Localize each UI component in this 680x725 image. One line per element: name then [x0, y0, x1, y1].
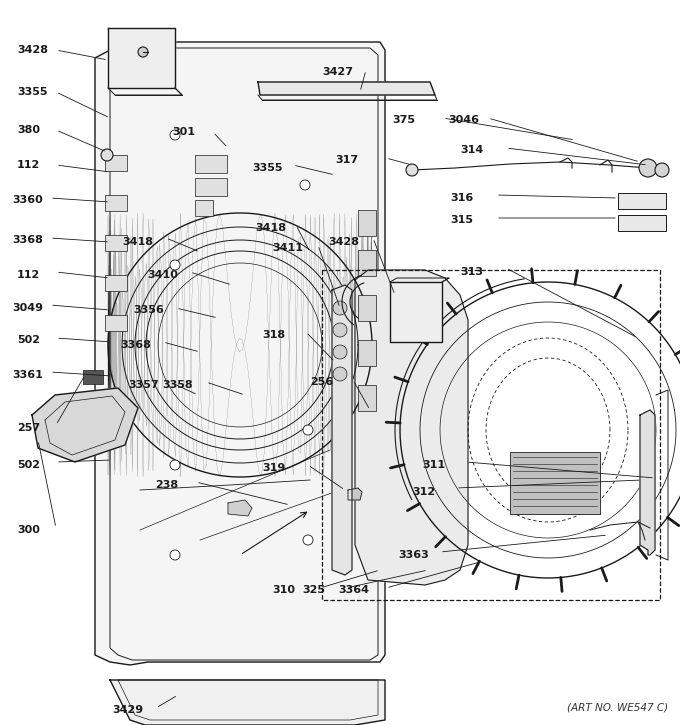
Text: 502: 502 [17, 460, 40, 470]
Bar [358, 210, 376, 236]
Bar [105, 275, 127, 291]
Text: 3418: 3418 [122, 237, 153, 247]
Circle shape [170, 130, 180, 140]
Bar [105, 235, 127, 251]
Text: 301: 301 [172, 127, 195, 137]
Circle shape [303, 425, 313, 435]
Polygon shape [110, 680, 385, 725]
Circle shape [303, 535, 313, 545]
Polygon shape [108, 28, 175, 88]
Bar [510, 452, 600, 514]
Circle shape [655, 163, 669, 177]
Text: 238: 238 [155, 480, 178, 490]
Text: 3368: 3368 [12, 235, 43, 245]
Circle shape [333, 345, 347, 359]
Text: 257: 257 [17, 423, 40, 433]
Circle shape [170, 460, 180, 470]
Text: 3410: 3410 [147, 270, 178, 280]
Text: 3364: 3364 [338, 585, 369, 595]
Polygon shape [95, 42, 385, 665]
Text: 316: 316 [450, 193, 473, 203]
Bar [358, 340, 376, 366]
Text: 319: 319 [262, 463, 285, 473]
Polygon shape [32, 388, 138, 462]
Text: 311: 311 [422, 460, 445, 470]
Text: 314: 314 [460, 145, 483, 155]
Circle shape [333, 367, 347, 381]
Text: 3046: 3046 [448, 115, 479, 125]
Text: 3418: 3418 [255, 223, 286, 233]
Polygon shape [228, 500, 252, 516]
Text: 3428: 3428 [17, 45, 48, 55]
Circle shape [138, 47, 148, 57]
Text: 3356: 3356 [133, 305, 164, 315]
Polygon shape [258, 82, 435, 95]
Text: 112: 112 [17, 160, 40, 170]
Circle shape [639, 159, 657, 177]
Circle shape [406, 164, 418, 176]
Text: 375: 375 [392, 115, 415, 125]
Text: 3358: 3358 [162, 380, 192, 390]
Text: 3363: 3363 [398, 550, 429, 560]
Text: 256: 256 [310, 377, 333, 387]
Circle shape [300, 180, 310, 190]
Text: 112: 112 [17, 270, 40, 280]
Text: 310: 310 [272, 585, 295, 595]
Text: 317: 317 [335, 155, 358, 165]
Polygon shape [332, 285, 352, 575]
Bar [390, 282, 442, 342]
Text: (ART NO. WE547 C): (ART NO. WE547 C) [567, 702, 668, 712]
Text: 325: 325 [302, 585, 325, 595]
Circle shape [170, 550, 180, 560]
Text: 318: 318 [262, 330, 285, 340]
Bar [105, 155, 127, 171]
Text: 3357: 3357 [128, 380, 158, 390]
Text: 3049: 3049 [12, 303, 43, 313]
Text: 3361: 3361 [12, 370, 43, 380]
Text: 300: 300 [17, 525, 40, 535]
Circle shape [101, 149, 113, 161]
Bar [195, 200, 213, 216]
Text: 3368: 3368 [120, 340, 151, 350]
Text: 313: 313 [460, 267, 483, 277]
Circle shape [333, 323, 347, 337]
Bar [195, 178, 227, 196]
Bar [618, 193, 666, 209]
Bar [105, 195, 127, 211]
Bar [358, 385, 376, 411]
Text: 502: 502 [17, 335, 40, 345]
Bar [618, 215, 666, 231]
Bar [105, 315, 127, 331]
Text: 3355: 3355 [252, 163, 282, 173]
Text: 3429: 3429 [112, 705, 143, 715]
Circle shape [333, 301, 347, 315]
Text: 3355: 3355 [17, 87, 48, 97]
Text: 380: 380 [17, 125, 40, 135]
Text: 3411: 3411 [272, 243, 303, 253]
Text: 3428: 3428 [328, 237, 359, 247]
Bar [358, 250, 376, 276]
Polygon shape [355, 270, 468, 585]
Text: 312: 312 [412, 487, 435, 497]
Text: 3360: 3360 [12, 195, 43, 205]
Bar [195, 155, 227, 173]
Bar [83, 370, 103, 384]
Polygon shape [348, 488, 362, 500]
Text: 315: 315 [450, 215, 473, 225]
Text: 3427: 3427 [322, 67, 353, 77]
Polygon shape [640, 410, 655, 555]
Circle shape [170, 260, 180, 270]
Bar [358, 295, 376, 321]
